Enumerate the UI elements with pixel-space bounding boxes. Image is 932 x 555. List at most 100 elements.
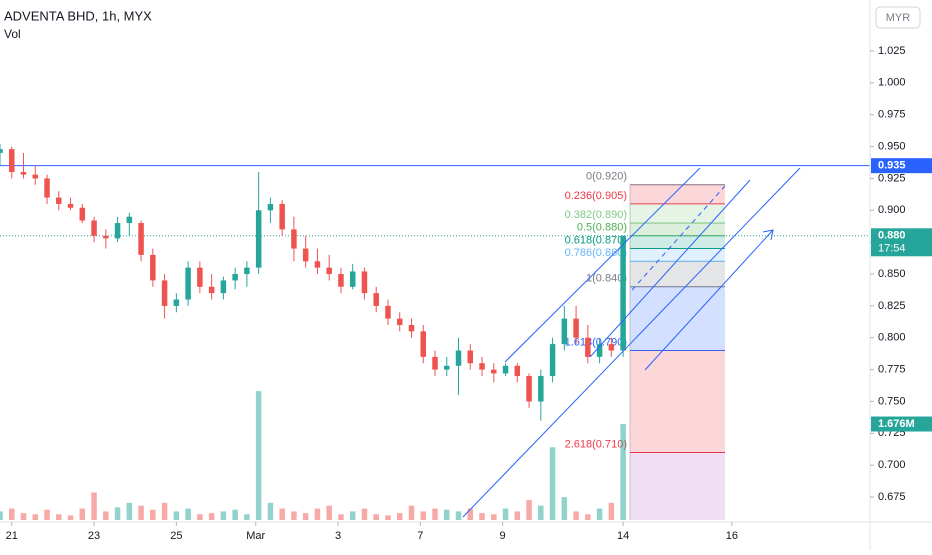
candle-body xyxy=(538,375,544,402)
time-axis-bg xyxy=(0,522,932,550)
candle-body xyxy=(349,271,356,287)
candle-body xyxy=(138,223,144,255)
candle-body xyxy=(444,365,450,370)
volume-bar xyxy=(608,502,615,520)
y-tick-label: 0.850 xyxy=(878,268,906,280)
y-tick-label: 0.750 xyxy=(878,395,906,407)
volume-group xyxy=(0,391,626,520)
channel-line xyxy=(462,167,801,518)
volume-bar xyxy=(20,513,27,520)
volume-bar xyxy=(432,508,438,520)
candle-body xyxy=(396,318,403,325)
volume-bar xyxy=(232,509,238,520)
candle-body xyxy=(91,220,97,236)
fib-label: 2.618(0.710) xyxy=(565,438,627,450)
y-tick-label: 0.900 xyxy=(878,204,906,216)
x-tick-label: 25 xyxy=(170,530,182,542)
fib-zone xyxy=(630,350,725,453)
x-tick-label: 9 xyxy=(500,530,506,542)
volume-bar xyxy=(91,492,97,520)
candle-body xyxy=(608,344,615,351)
candle-body xyxy=(0,149,3,153)
candle-body xyxy=(338,274,344,287)
volume-bar xyxy=(326,505,332,520)
candle-body xyxy=(67,203,74,208)
x-tick-label: 16 xyxy=(726,530,738,542)
volume-bar xyxy=(396,513,403,520)
volume-legend: Vol xyxy=(4,27,21,41)
y-tick-label: 0.700 xyxy=(878,459,906,471)
fib-group: 0(0.920) 0.236(0.905) 0.382(0.890)0.5(0.88… xyxy=(0,165,870,520)
candle-body xyxy=(79,207,86,221)
y-tick-label: 0.950 xyxy=(878,140,906,152)
volume-bar xyxy=(197,514,203,520)
candle-body xyxy=(267,203,274,211)
volume-bar xyxy=(467,508,474,520)
x-tick-label: 21 xyxy=(6,530,18,542)
volume-bar xyxy=(267,502,274,520)
currency-label[interactable]: MYR xyxy=(886,12,911,24)
candle-body xyxy=(585,337,591,357)
candle-body xyxy=(491,369,497,374)
volume-bar xyxy=(361,508,368,520)
candle-body xyxy=(103,235,109,239)
volume-bar xyxy=(314,508,321,520)
volume-bar xyxy=(479,513,485,520)
volume-bar xyxy=(302,513,309,520)
arrow-head xyxy=(762,229,774,241)
candle-body xyxy=(173,299,180,306)
price-badge-label: 0.880 xyxy=(878,230,906,242)
volume-bar xyxy=(408,505,415,520)
volume-bar xyxy=(185,508,191,520)
candle-body xyxy=(408,325,415,332)
volume-bar xyxy=(150,509,156,520)
candle-body xyxy=(291,229,297,249)
fib-label: 0.236(0.905) xyxy=(565,190,627,202)
volume-bar xyxy=(373,514,379,520)
candle-body xyxy=(150,254,156,281)
volume-bar xyxy=(561,497,568,520)
y-tick-label: 0.925 xyxy=(878,172,906,184)
price-axis-bg xyxy=(870,0,932,550)
candle-body xyxy=(373,293,379,306)
y-tick-label: 0.975 xyxy=(878,109,906,121)
candle-body xyxy=(385,305,391,319)
fib-zone xyxy=(630,184,725,204)
y-tick-label: 0.825 xyxy=(878,300,906,312)
x-tick-label: 7 xyxy=(417,530,423,542)
candle-body xyxy=(432,356,438,370)
candle-body xyxy=(326,267,332,275)
currency-button[interactable] xyxy=(875,6,921,29)
candle-body xyxy=(420,331,426,357)
fib-zone xyxy=(630,223,725,236)
candle-body xyxy=(232,274,238,281)
fib-label: 0(0.920) xyxy=(586,171,627,183)
fib-label: 1.618(0.790) xyxy=(565,336,627,348)
volume-bar xyxy=(491,514,497,520)
fib-label: 1(0.840) xyxy=(586,273,627,285)
volume-bar xyxy=(255,391,262,520)
volume-bar xyxy=(0,511,3,520)
y-tick-label: 0.775 xyxy=(878,364,906,376)
candle-body xyxy=(302,248,309,262)
fib-label: 0.5(0.880) xyxy=(577,222,627,234)
candle-body xyxy=(197,267,203,287)
candle-body xyxy=(467,350,474,364)
volume-bar xyxy=(596,508,603,520)
volume-bar xyxy=(44,509,50,520)
channel-arrow xyxy=(644,229,774,371)
candle-body xyxy=(126,216,133,224)
volume-bar xyxy=(56,514,62,520)
volume-bar xyxy=(220,511,227,520)
candle-body xyxy=(244,267,250,275)
volume-bar xyxy=(538,505,544,520)
candle-body xyxy=(514,365,521,376)
volume-bar xyxy=(514,511,521,520)
volume-bar xyxy=(385,515,391,520)
volume-bar xyxy=(420,511,426,520)
fib-zone xyxy=(630,235,725,249)
fib-zone xyxy=(630,248,725,262)
channel-drawings xyxy=(462,167,801,518)
fib-label: 0.786(0.860) xyxy=(565,247,627,259)
